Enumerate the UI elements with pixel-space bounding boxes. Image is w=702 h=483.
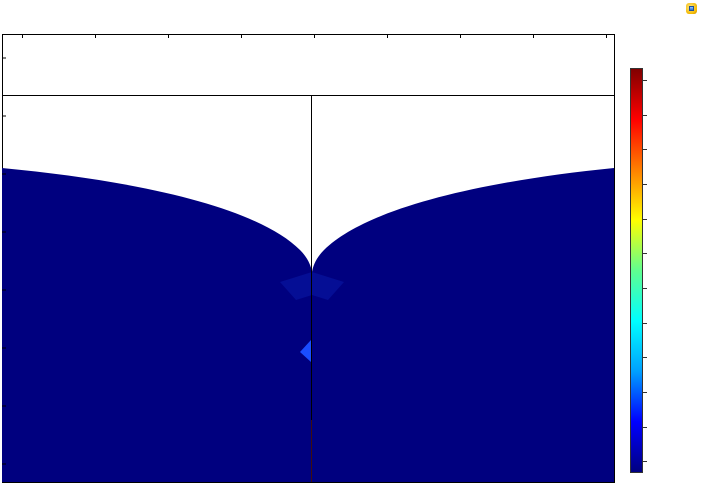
colorbar-tick [643,323,647,324]
colorbar-ticks [643,68,647,473]
colorbar-tick [643,461,647,462]
x-axis-ticks [22,34,607,38]
colorbar-tick [643,253,647,254]
stress-spike [300,340,311,362]
colorbar [630,68,643,473]
colorbar-tick [643,392,647,393]
colorbar-tick [643,149,647,150]
colorbar-tick [643,357,647,358]
colorbar-tick [643,80,647,81]
colorbar-tick [643,219,647,220]
graphics-view-icon[interactable] [686,3,697,14]
colorbar-tick [643,427,647,428]
colorbar-tick [643,115,647,116]
colorbar-tick [643,184,647,185]
field-surface [2,168,614,482]
graphics-view-icon-inner [689,6,694,11]
colorbar-tick [643,288,647,289]
y-axis-ticks [2,57,6,465]
